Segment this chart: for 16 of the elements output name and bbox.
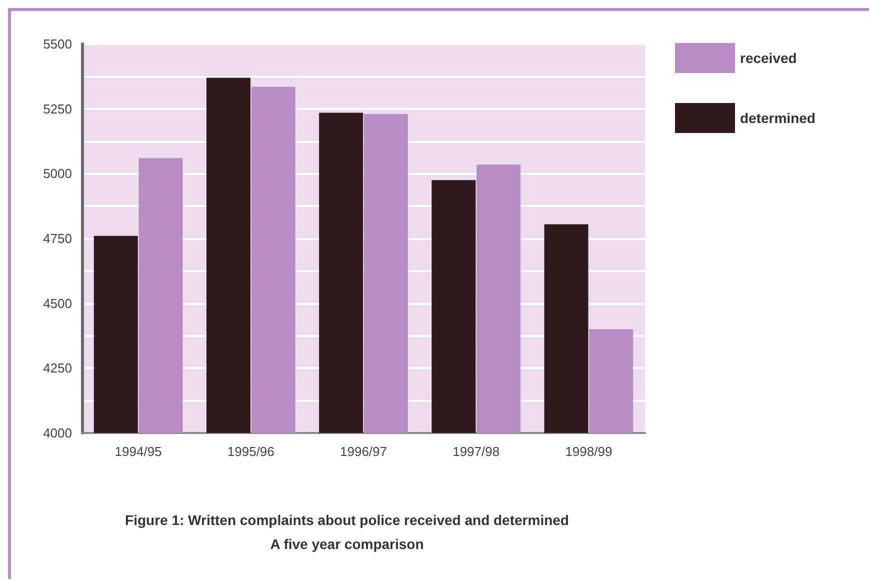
y-tick-label: 4500 [43, 296, 72, 311]
x-tick-label: 1995/96 [227, 444, 274, 459]
y-tick-label: 5500 [43, 36, 72, 52]
legend-label: determined [740, 110, 816, 126]
y-tick-label: 5000 [43, 166, 72, 182]
text: A five year comparison [270, 536, 424, 552]
x-tick-label: 1996/97 [340, 444, 387, 459]
y-tick-label: 4750 [43, 231, 72, 246]
y-tick-label: 4000 [43, 426, 72, 440]
x-tick-label: 1997/98 [452, 444, 500, 459]
x-tick-label: 1994/95 [114, 444, 162, 459]
text: Figure 1: Written complaints about police received and determined [125, 512, 569, 528]
x-tick-label: 1998/99 [565, 444, 612, 459]
legend-label: received [740, 50, 797, 66]
y-tick-label: 4250 [43, 360, 72, 376]
y-tick-label: 5250 [43, 101, 72, 116]
